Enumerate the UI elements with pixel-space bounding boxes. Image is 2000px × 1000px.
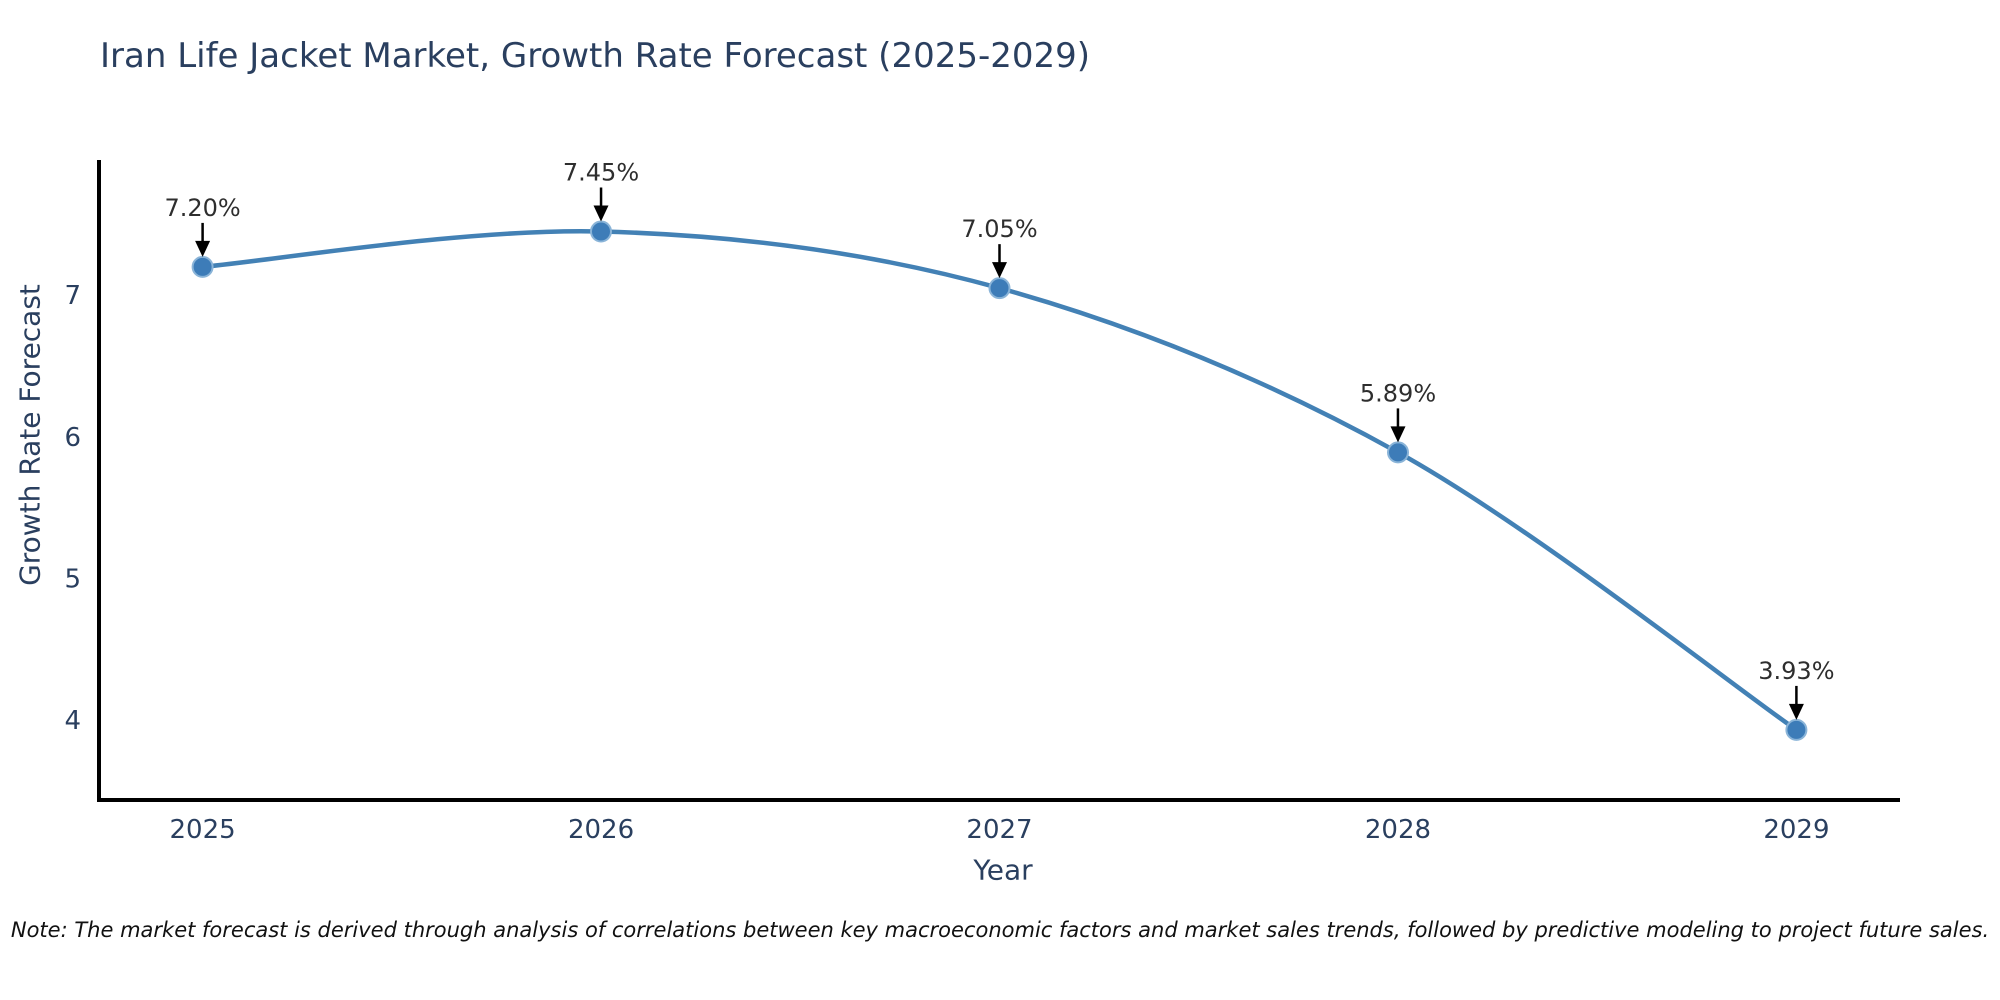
series-line <box>200 228 1799 733</box>
annotation-arrowhead <box>1390 426 1406 443</box>
chart-title: Iran Life Jacket Market, Growth Rate For… <box>100 36 1091 76</box>
x-tick-label: 2028 <box>1365 815 1431 845</box>
data-point-marker <box>1785 718 1808 741</box>
annotation-arrowhead <box>1788 703 1804 720</box>
annotation-arrowhead <box>593 205 609 222</box>
y-tick-label: 4 <box>64 706 81 736</box>
footnote: Note: The market forecast is derived thr… <box>10 918 1990 942</box>
annotation-layer: 7.20% 7.45% 7.05% 5.89% 3.93% <box>164 159 1835 720</box>
y-axis-title: Growth Rate Forecast <box>13 284 47 586</box>
data-point-marker <box>988 277 1011 300</box>
y-tick-label: 6 <box>64 423 81 453</box>
annotation-label: 7.05% <box>961 215 1037 243</box>
y-tick-label: 5 <box>64 564 81 594</box>
x-tick-label: 2025 <box>170 815 236 845</box>
data-point-marker <box>191 255 214 278</box>
x-tick-label: 2026 <box>568 815 634 845</box>
annotation-arrowhead <box>992 262 1007 279</box>
x-tick-label: 2029 <box>1763 815 1829 845</box>
data-point-marker <box>1387 441 1409 464</box>
y-tick-label: 7 <box>64 281 81 311</box>
x-tick-label: 2027 <box>966 815 1032 845</box>
annotation-arrowhead <box>195 240 211 257</box>
series-layer <box>191 220 1808 741</box>
annotation-label: 5.89% <box>1360 379 1436 407</box>
axes-layer: 4 5 6 7 2025 2026 2027 2028 2029 <box>64 160 1900 845</box>
data-point-marker <box>590 220 612 243</box>
annotation-label: 7.45% <box>563 159 639 187</box>
annotation-label: 3.93% <box>1758 657 1834 685</box>
x-axis-title: Year <box>973 853 1033 887</box>
annotation-label: 7.20% <box>164 194 240 222</box>
